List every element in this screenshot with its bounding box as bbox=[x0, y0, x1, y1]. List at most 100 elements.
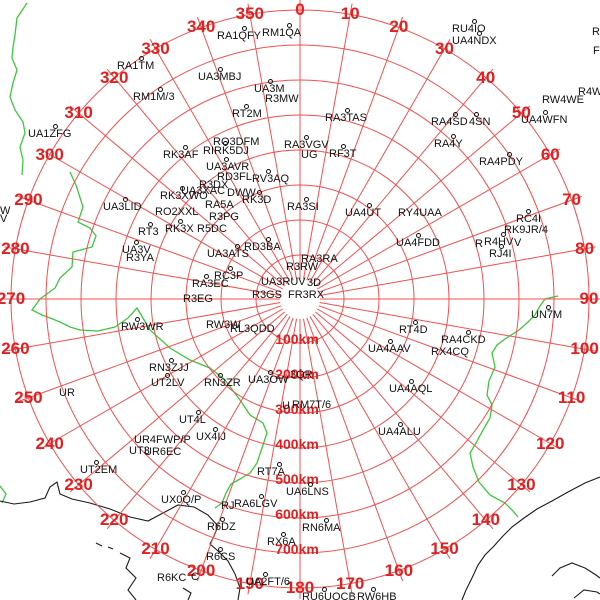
callsign-label: UA4WFN bbox=[521, 110, 567, 126]
callsign-label: RJ4I bbox=[489, 244, 512, 260]
border-line bbox=[0, 485, 7, 504]
callsign-label: U bbox=[282, 400, 290, 412]
station-dot-icon bbox=[304, 135, 309, 140]
callsign-label: RX4CQ bbox=[431, 346, 469, 358]
station-dot-icon bbox=[123, 197, 128, 202]
station-dot-icon bbox=[281, 532, 286, 537]
azimuth-label: 330 bbox=[141, 38, 170, 58]
station-dot-icon bbox=[322, 587, 327, 592]
azimuth-label: 150 bbox=[430, 539, 459, 559]
station-dot-icon bbox=[413, 320, 418, 325]
station-dot-icon bbox=[218, 373, 223, 378]
callsign-label: RW6HB bbox=[357, 587, 397, 600]
station-dot-icon bbox=[178, 219, 183, 224]
callsign-label: RA3TAS bbox=[325, 108, 367, 124]
callsign-label: 3QR bbox=[290, 369, 313, 381]
azimuth-label: 300 bbox=[35, 144, 64, 164]
azimuth-label: 260 bbox=[1, 339, 30, 359]
station-dot-icon bbox=[268, 79, 273, 84]
callsign-label: RA4PDY bbox=[479, 152, 523, 168]
callsign-label: UN7M bbox=[531, 305, 562, 321]
callsign-label: RA4Y bbox=[434, 134, 463, 150]
station-dot-icon bbox=[135, 317, 140, 322]
callsign-label: UA3V bbox=[122, 240, 151, 256]
callsign-label: R4HV bbox=[484, 232, 513, 248]
callsign-label: RA3RA bbox=[301, 253, 338, 265]
coastline bbox=[107, 546, 114, 550]
station-dot-icon bbox=[213, 427, 218, 432]
azimuth-line bbox=[69, 105, 286, 287]
callsign-label: R3YA bbox=[126, 252, 154, 264]
azimuth-label: 40 bbox=[476, 67, 496, 87]
callsign-label: RA4SD bbox=[431, 112, 468, 128]
callsign-label: RU6UOCB bbox=[302, 587, 356, 600]
callsign-label: RW3W bbox=[206, 319, 241, 331]
station-dot-icon bbox=[345, 108, 350, 113]
border-line bbox=[469, 295, 559, 518]
azimuth-label: 350 bbox=[235, 4, 264, 24]
callsign-label: RY4UAA bbox=[398, 207, 442, 219]
station-dot-icon bbox=[53, 124, 58, 129]
azimuth-line bbox=[309, 316, 451, 560]
callsign-label: R3GS bbox=[252, 289, 282, 301]
station-dot-icon bbox=[242, 26, 247, 31]
distance-ring-label: 500km bbox=[275, 471, 319, 487]
distance-ring-label: 300km bbox=[275, 401, 319, 417]
station-dot-icon bbox=[546, 305, 551, 310]
callsign-label: RA1TM bbox=[117, 56, 154, 72]
callsign-label: UA4NDX bbox=[452, 31, 497, 47]
station-dot-icon bbox=[139, 56, 144, 61]
azimuth-line bbox=[302, 318, 353, 595]
station-dot-icon bbox=[466, 330, 471, 335]
station-dot-icon bbox=[266, 169, 271, 174]
azimuth-label: 220 bbox=[100, 510, 129, 530]
azimuth-line bbox=[69, 311, 286, 493]
azimuth-label: 210 bbox=[141, 539, 170, 559]
azimuth-line bbox=[312, 68, 494, 285]
azimuth-line bbox=[317, 148, 561, 290]
azimuth-label: 140 bbox=[471, 510, 500, 530]
coastline bbox=[461, 476, 600, 600]
station-dot-icon bbox=[367, 203, 372, 208]
azimuth-line bbox=[314, 105, 531, 287]
callsign-label: UT2LV bbox=[151, 373, 184, 389]
station-dot-icon bbox=[341, 144, 346, 149]
callsign-label: V bbox=[514, 237, 522, 249]
coastline bbox=[0, 481, 241, 600]
callsign-label: RK3XWO bbox=[160, 186, 208, 202]
callsign-label: RA4CKD bbox=[441, 330, 486, 346]
station-dot-icon bbox=[474, 112, 479, 117]
azimuth-label: 240 bbox=[35, 433, 64, 453]
callsign-label: RM1QA bbox=[262, 23, 301, 39]
azimuth-line bbox=[302, 3, 353, 280]
azimuth-label: 0 bbox=[295, 0, 305, 19]
azimuth-line bbox=[39, 308, 283, 450]
callsign-label: 3D bbox=[307, 277, 322, 289]
azimuth-label: 60 bbox=[540, 144, 560, 164]
callsign-label: RU4IO bbox=[452, 19, 486, 35]
station-dot-icon bbox=[165, 373, 170, 378]
station-dot-icon bbox=[244, 104, 249, 109]
callsign-label: DWW bbox=[227, 187, 256, 199]
callsign-label: FR3RX bbox=[288, 289, 325, 301]
azimuth-line bbox=[196, 317, 294, 582]
callsign-label: UA4ALU bbox=[378, 422, 421, 438]
azimuth-label: 10 bbox=[340, 4, 360, 24]
callsign-label: C bbox=[191, 571, 199, 583]
callsign-label: UG bbox=[301, 149, 318, 161]
callsign-label: UA3RUV bbox=[261, 276, 306, 288]
azimuth-label: 250 bbox=[14, 387, 43, 407]
azimuth-label: 80 bbox=[575, 238, 595, 258]
azimuth-line bbox=[196, 16, 294, 281]
callsign-label: UA3XAC bbox=[181, 185, 226, 197]
callsign-label: R6DZ bbox=[207, 517, 236, 533]
callsign-label: RV3AQ bbox=[252, 169, 289, 185]
azimuth-line bbox=[318, 195, 583, 293]
callsign-label: UA3LID bbox=[103, 197, 142, 213]
station-dot-icon bbox=[477, 31, 482, 36]
azimuth-label: 90 bbox=[579, 289, 599, 308]
azimuth-label: 70 bbox=[562, 190, 582, 210]
azimuth-label: 30 bbox=[435, 38, 454, 58]
station-dot-icon bbox=[218, 547, 223, 552]
station-dot-icon bbox=[228, 266, 233, 271]
